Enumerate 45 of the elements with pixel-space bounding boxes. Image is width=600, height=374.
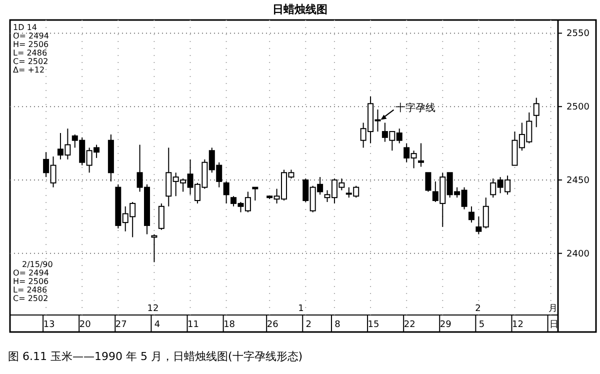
text: Δ= +12 bbox=[13, 66, 45, 74]
annotation: 月 bbox=[548, 304, 558, 314]
x-tick-label: 15 bbox=[368, 320, 380, 330]
x-tick-label: 20 bbox=[79, 320, 92, 330]
x-tick-label: 12 bbox=[512, 320, 524, 330]
y-tick-label: 2500 bbox=[566, 102, 590, 113]
x-tick-label: 2 bbox=[306, 320, 312, 330]
x-tick-label: 29 bbox=[440, 320, 452, 330]
x-tick-label: 18 bbox=[224, 320, 236, 330]
annotation: 2 bbox=[475, 304, 481, 314]
y-tick-label: 2400 bbox=[566, 249, 590, 260]
x-tick-label: 4 bbox=[154, 320, 160, 330]
annotation: O= 2494 bbox=[13, 32, 49, 40]
x-tick-label: 8 bbox=[334, 320, 341, 330]
candlestick bbox=[468, 206, 474, 224]
annotation: L= 2486 bbox=[13, 286, 48, 294]
y-tick-label: 2450 bbox=[566, 176, 590, 186]
candlestick bbox=[158, 202, 164, 230]
y-tick-label: 2550 bbox=[566, 29, 590, 40]
x-tick-label: 5 bbox=[478, 320, 485, 330]
annotation: C= 2502 bbox=[13, 57, 48, 66]
x-tick-label: 27 bbox=[115, 320, 127, 330]
candlestick bbox=[425, 172, 432, 192]
caption: 图 6.11 玉米——1990 年 5 月，日蜡烛线图(十字孕线形态) bbox=[8, 350, 303, 363]
annotation: O= 2494 bbox=[13, 268, 49, 278]
candlestick bbox=[151, 234, 158, 263]
candlestick bbox=[223, 180, 230, 204]
x-tick-label: 11 bbox=[188, 320, 199, 330]
annotation: 2/15/90 bbox=[22, 260, 53, 269]
annotation: H= 2506 bbox=[13, 40, 49, 49]
candlestick bbox=[533, 97, 540, 128]
annotation: H= 2506 bbox=[13, 277, 49, 286]
candlestick bbox=[252, 186, 258, 202]
annotation: L= 2486 bbox=[13, 48, 48, 58]
annotation: 12 bbox=[147, 304, 159, 314]
annotation: 十字孕线 bbox=[396, 102, 436, 114]
x-tick-label: 22 bbox=[404, 320, 416, 330]
x-tick-label: 26 bbox=[266, 320, 279, 330]
x-tick-label: 日 bbox=[549, 320, 558, 330]
annotation: 1 bbox=[298, 304, 304, 314]
text: 1D 14 bbox=[13, 23, 37, 32]
x-tick-label: 13 bbox=[43, 320, 55, 330]
candlestick bbox=[418, 142, 424, 168]
chart-title: 日蜡烛线图 bbox=[272, 3, 328, 16]
annotation: C= 2502 bbox=[13, 294, 48, 303]
